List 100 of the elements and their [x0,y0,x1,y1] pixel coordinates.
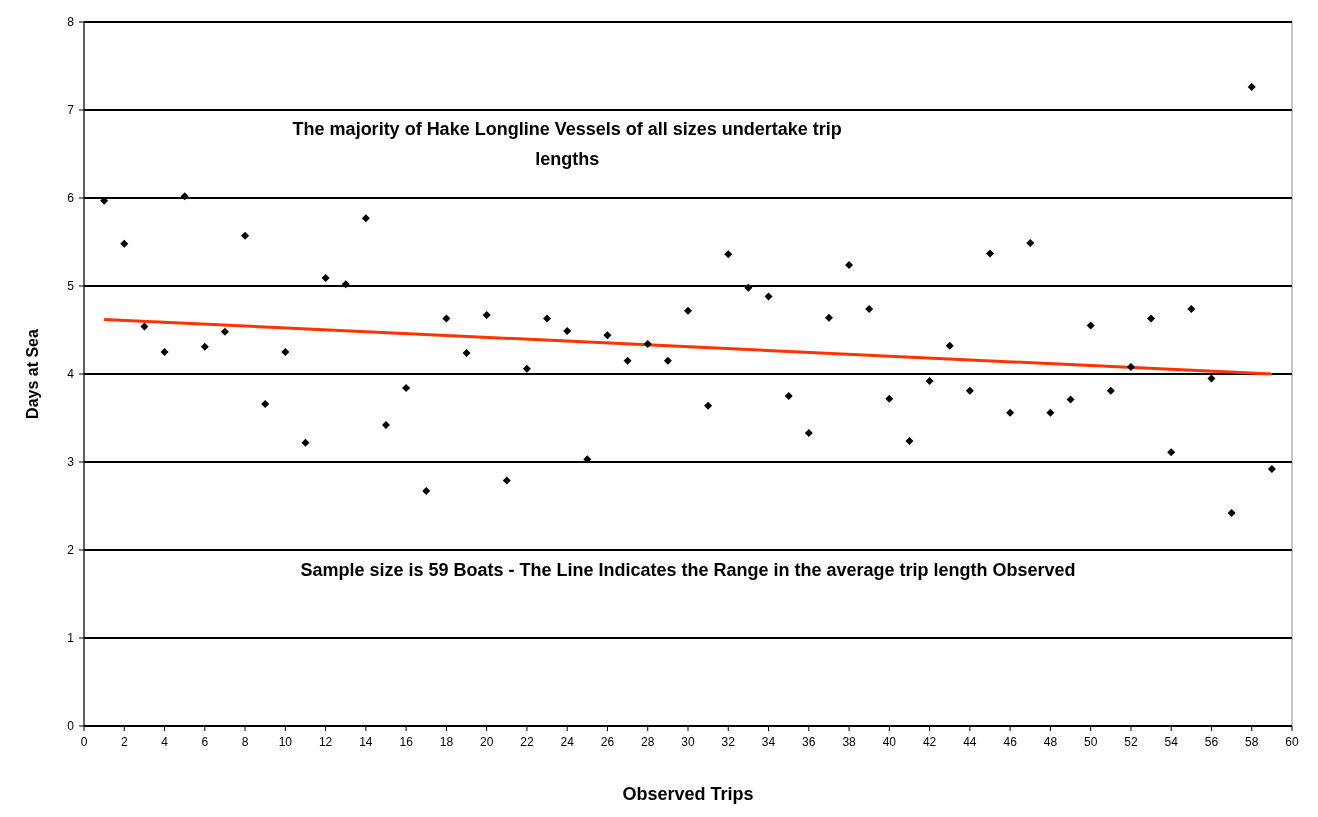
y-tick-label: 8 [67,15,75,29]
x-tick-label: 12 [318,735,333,749]
y-tick-label: 7 [67,103,75,117]
x-tick-label: 54 [1164,735,1179,749]
point [905,436,914,445]
y-tick-label: 3 [67,455,75,469]
x-tick-label: 16 [399,735,414,749]
point [845,260,854,269]
annotation: The majority of Hake Longline Vessels of all sizes undertake trip lengths [292,118,842,169]
point [885,394,894,403]
point [824,313,833,322]
point [684,306,692,315]
point [865,304,874,313]
point [220,327,229,336]
x-tick-label: 2 [120,735,128,749]
point [1247,83,1256,92]
point [1267,465,1276,474]
point [623,356,632,365]
point [784,392,793,400]
point [1167,448,1176,457]
y-axis-title: Days at Sea [24,328,41,419]
point [925,377,934,386]
y-tick-label: 0 [67,719,75,733]
point [563,326,572,335]
point [442,314,451,323]
x-tick-label: 56 [1204,735,1219,749]
point [643,340,652,349]
x-tick-label: 8 [241,735,249,749]
y-tick-label: 5 [67,279,75,293]
point [1106,386,1115,395]
point [120,239,129,248]
x-tick-label: 14 [359,735,373,749]
point [1026,238,1035,247]
point [804,428,813,437]
point [200,342,209,351]
point [1227,509,1236,518]
x-tick-label: 4 [161,735,169,749]
point [1147,314,1156,323]
point [1187,304,1196,313]
x-tick-label: 46 [1003,735,1018,749]
y-tick-label: 6 [67,191,75,205]
x-axis-title: Observed Trips [622,784,754,804]
point [462,348,471,357]
y-tick-label: 1 [67,631,75,645]
point [522,364,531,373]
point [301,438,310,447]
x-tick-label: 18 [439,735,454,749]
point [1006,408,1015,417]
x-tick-label: 26 [600,735,615,749]
x-tick-label: 42 [922,735,937,749]
point [1126,362,1135,371]
point [663,356,672,365]
x-tick-label: 40 [882,735,897,749]
point [160,348,169,356]
point [482,311,491,320]
point [402,384,411,393]
x-tick-label: 32 [721,735,736,749]
point [361,214,370,223]
point [100,196,109,205]
x-tick-label: 44 [963,735,977,749]
x-tick-label: 28 [641,735,655,749]
x-tick-label: 10 [278,735,293,749]
point [281,348,290,356]
x-tick-label: 20 [479,735,494,749]
x-tick-label: 6 [201,735,209,749]
x-tick-label: 34 [761,735,776,749]
point [986,249,994,258]
x-tick-label: 22 [520,735,534,749]
point [764,292,773,301]
point [341,280,350,289]
point [1086,321,1095,330]
point [321,274,330,283]
x-tick-label: 36 [802,735,816,749]
x-tick-label: 38 [842,735,857,749]
point [1046,408,1055,417]
x-tick-label: 52 [1124,735,1138,749]
point [583,455,592,464]
point [1207,374,1216,383]
point [180,192,189,201]
point [704,401,713,410]
point [965,386,974,395]
point [1066,395,1075,404]
point [382,421,390,430]
y-tick-label: 2 [67,543,75,557]
point [241,231,250,240]
point [945,341,954,350]
point [422,487,431,496]
point [140,322,149,331]
annotation: Sample size is 59 Boats - The Line Indicates the Range in the average trip length Observed [300,560,1076,581]
y-tick-label: 4 [67,367,75,381]
point [724,250,733,259]
point [261,399,270,408]
x-tick-label: 30 [681,735,695,749]
point [744,283,753,292]
x-tick-label: 58 [1245,735,1259,749]
point [543,314,552,323]
x-tick-label: 24 [560,735,575,749]
point [502,476,511,485]
x-tick-label: 0 [80,735,88,749]
x-tick-label: 48 [1043,735,1058,749]
